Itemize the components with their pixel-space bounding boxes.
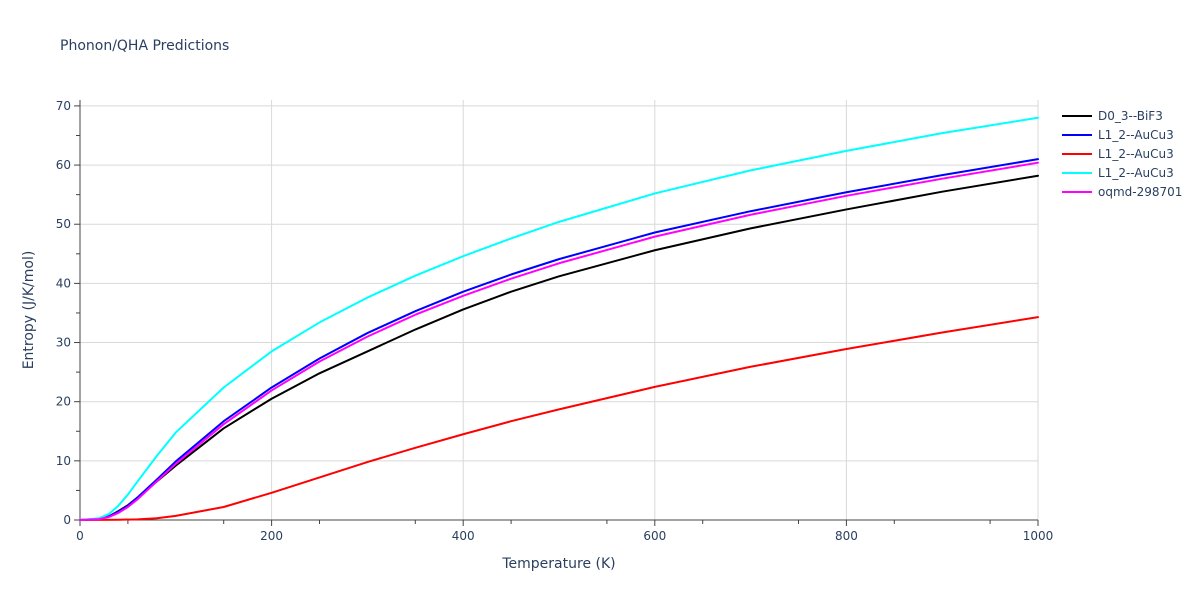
x-tick-label: 200: [260, 529, 283, 543]
legend-label: oqmd-298701: [1098, 185, 1182, 199]
x-tick-label: 800: [835, 529, 858, 543]
series-line-1[interactable]: [79, 158, 1039, 521]
chart-title: Phonon/QHA Predictions: [60, 38, 229, 54]
y-tick-label: 50: [56, 217, 71, 231]
y-tick-label: 40: [56, 276, 71, 290]
y-tick-label: 0: [63, 513, 71, 527]
legend[interactable]: D0_3--BiF3 L1_2--AuCu3 L1_2--AuCu3 L1_2--Au…: [1062, 109, 1182, 199]
legend-item-3[interactable]: L1_2--AuCu3: [1062, 166, 1174, 180]
legend-item-4[interactable]: oqmd-298701: [1062, 185, 1182, 199]
axes: 0 200 400 600 800 1000 0 10 20 30 40 50 60 70: [56, 99, 1054, 543]
plot-area: [79, 116, 1039, 521]
legend-label: D0_3--BiF3: [1098, 109, 1163, 123]
x-tick-label: 600: [643, 529, 666, 543]
y-tick-label: 70: [56, 99, 71, 113]
legend-item-2[interactable]: L1_2--AuCu3: [1062, 147, 1174, 161]
x-axis-label: Temperature (K): [501, 556, 615, 572]
legend-label: L1_2--AuCu3: [1098, 128, 1174, 142]
legend-label: L1_2--AuCu3: [1098, 166, 1174, 180]
legend-item-1[interactable]: L1_2--AuCu3: [1062, 128, 1174, 142]
y-axis-label: Entropy (J/K/mol): [21, 251, 37, 370]
legend-label: L1_2--AuCu3: [1098, 147, 1174, 161]
legend-item-0[interactable]: D0_3--BiF3: [1062, 109, 1163, 123]
x-tick-label: 0: [76, 529, 84, 543]
series-line-0[interactable]: [79, 174, 1039, 521]
x-tick-label: 1000: [1023, 529, 1054, 543]
series-line-3[interactable]: [79, 116, 1039, 521]
y-tick-label: 60: [56, 158, 71, 172]
series-line-4[interactable]: [79, 161, 1039, 521]
x-tick-label: 400: [452, 529, 475, 543]
series-line-2[interactable]: [79, 316, 1039, 521]
y-tick-label: 10: [56, 454, 71, 468]
y-tick-label: 30: [56, 336, 71, 350]
y-tick-label: 20: [56, 395, 71, 409]
grid: [80, 100, 1039, 520]
